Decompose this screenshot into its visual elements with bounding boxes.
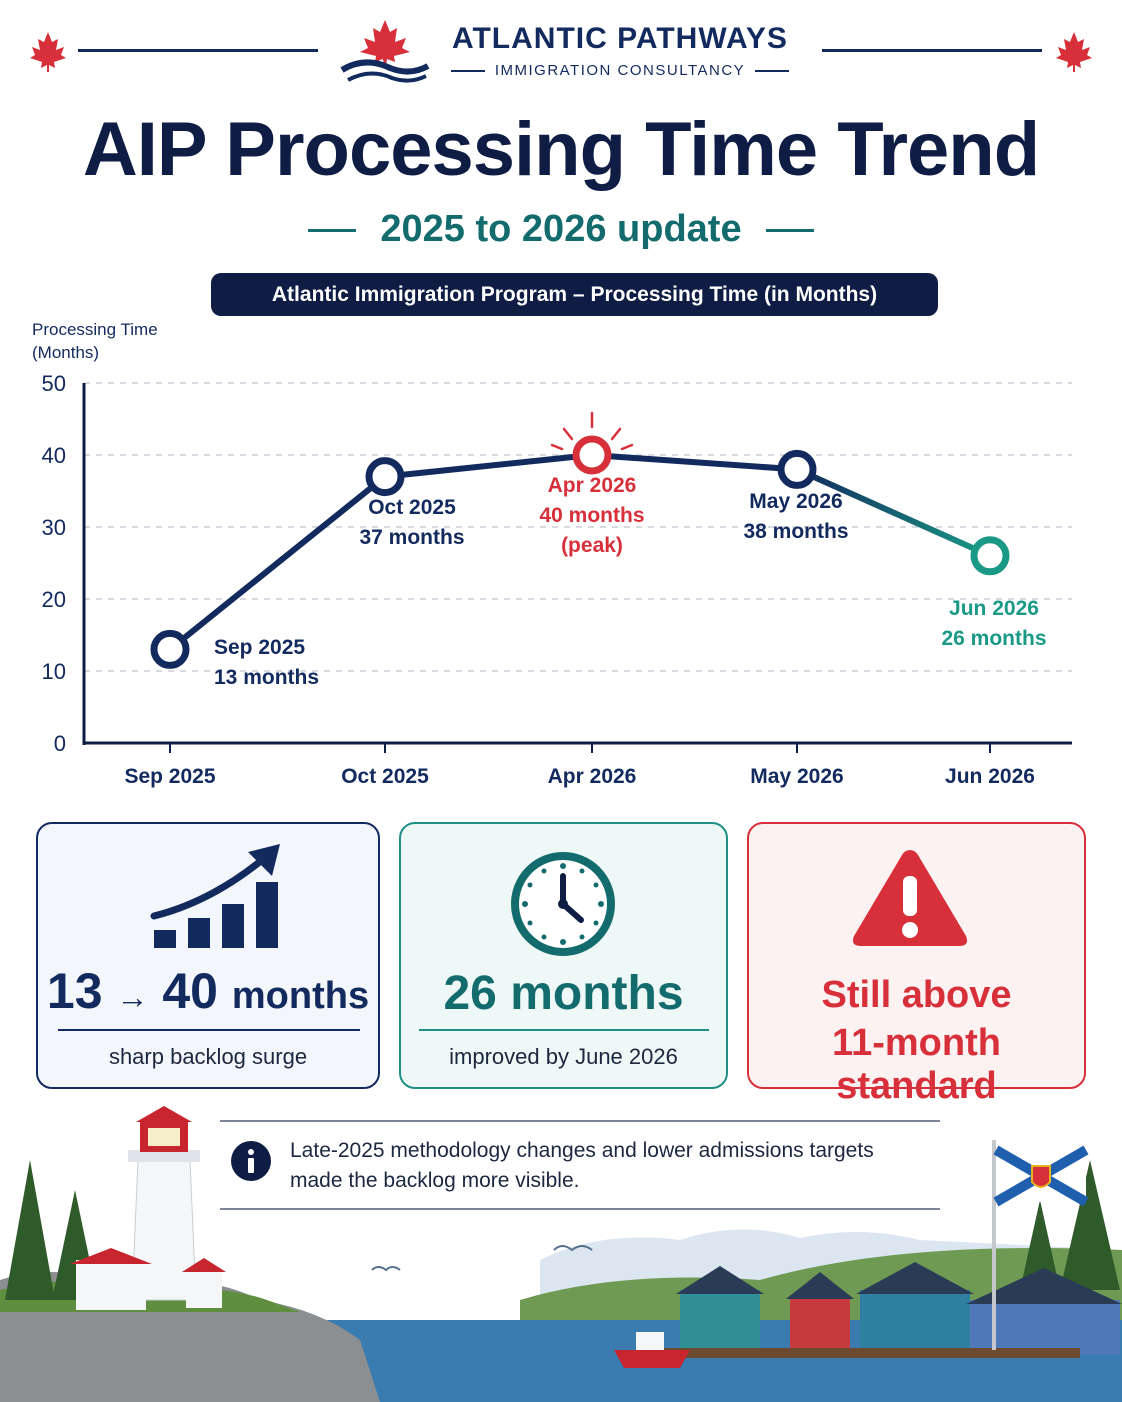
card-divider xyxy=(58,1029,360,1031)
y-tick-label: 0 xyxy=(54,731,66,756)
y-tick-label: 50 xyxy=(42,371,66,396)
peak-burst xyxy=(550,443,564,451)
info-note-line-2: made the backlog more visible. xyxy=(290,1169,580,1192)
series-segment xyxy=(589,452,800,473)
series-segment xyxy=(794,466,993,559)
improvement-headline: 26 months xyxy=(443,967,684,1020)
y-tick-label: 10 xyxy=(42,659,66,684)
data-label: 13 months xyxy=(214,666,319,689)
info-note-line-1: Late-2025 methodology changes and lower … xyxy=(290,1139,874,1162)
warning-headline-1: Still above xyxy=(821,974,1012,1016)
y-tick-label: 30 xyxy=(42,515,66,540)
surge-caption: sharp backlog surge xyxy=(108,1044,308,1069)
data-label: Jun 2026 xyxy=(949,597,1039,620)
info-divider xyxy=(220,1120,940,1122)
peak-burst xyxy=(620,443,634,451)
data-label: May 2026 xyxy=(749,490,842,513)
arrow-icon: → xyxy=(116,979,149,1015)
improvement-caption: improved by June 2026 xyxy=(449,1044,678,1069)
wharf xyxy=(660,1348,1080,1358)
series-segment xyxy=(382,452,595,480)
lighthouse-icon xyxy=(70,1106,226,1310)
info-note: Late-2025 methodology changes and lower … xyxy=(290,1136,950,1196)
brand-subtitle: IMMIGRATION CONSULTANCY xyxy=(430,62,810,79)
surge-end: 40 xyxy=(162,963,218,1019)
data-point xyxy=(572,435,612,475)
brand-name: ATLANTIC PATHWAYS xyxy=(452,22,788,55)
line-chart: 0 10 20 30 40 50 Sep 2025 Oct 2025 Apr 2026 May 2… xyxy=(42,371,1072,788)
data-label: 40 months xyxy=(539,504,644,527)
clock-icon xyxy=(511,852,615,956)
data-label: 26 months xyxy=(941,627,1046,650)
pine-trees xyxy=(5,1160,1120,1300)
backlog-surge-card: 13 → 40 months sharp backlog surge xyxy=(36,822,380,1089)
nova-scotia-flag-icon xyxy=(992,1140,1089,1350)
surge-headline: 13 → 40 months xyxy=(38,962,378,1020)
rising-bar-chart-icon xyxy=(150,844,280,948)
data-label: Apr 2026 xyxy=(548,474,637,497)
data-point xyxy=(777,449,817,489)
maple-leaf-icon xyxy=(1056,32,1092,72)
standard-warning-card: Still above 11-month standard xyxy=(747,822,1086,1107)
y-tick-label: 40 xyxy=(42,443,66,468)
card-divider xyxy=(419,1029,709,1031)
header-divider xyxy=(822,49,1042,52)
improvement-card: 26 months improved by June 2026 xyxy=(399,822,728,1089)
info-icon xyxy=(231,1141,271,1181)
x-tick-label: May 2026 xyxy=(750,765,843,788)
x-tick-label: Jun 2026 xyxy=(945,765,1035,788)
surge-start: 13 xyxy=(46,963,103,1019)
brand-logo-icon xyxy=(340,20,430,83)
chart-title: Atlantic Immigration Program – Processin… xyxy=(211,273,938,316)
y-tick-label: 20 xyxy=(42,587,66,612)
page-subtitle-text: 2025 to 2026 update xyxy=(380,208,742,250)
fishing-boat-icon xyxy=(614,1332,690,1368)
x-tick-label: Oct 2025 xyxy=(341,765,429,788)
peak-burst xyxy=(562,427,574,441)
warning-icon xyxy=(852,850,968,946)
peak-burst xyxy=(610,427,622,441)
data-label: Sep 2025 xyxy=(214,636,305,659)
y-axis-label: Processing Time (Months) xyxy=(32,318,158,364)
y-axis-label-line-1: Processing Time xyxy=(32,320,158,339)
series-segment xyxy=(167,473,388,653)
data-point xyxy=(365,457,405,497)
maple-leaf-icon xyxy=(30,32,66,72)
warning-headline-2: 11-month standard xyxy=(832,1022,1001,1107)
data-point xyxy=(970,536,1010,576)
data-label: 38 months xyxy=(743,520,848,543)
x-tick-label: Apr 2026 xyxy=(548,765,637,788)
header-divider xyxy=(78,49,318,52)
data-label: 37 months xyxy=(359,526,464,549)
coastal-scene-illustration xyxy=(0,1106,1122,1402)
page-title: AIP Processing Time Trend xyxy=(82,107,1040,192)
info-divider xyxy=(220,1208,940,1210)
data-label: Oct 2025 xyxy=(368,496,456,519)
page-subtitle: 2025 to 2026 update xyxy=(0,208,1122,251)
data-point xyxy=(150,629,190,669)
seagull-icons xyxy=(371,1245,593,1272)
surge-unit: months xyxy=(231,975,370,1017)
data-label: (peak) xyxy=(561,534,623,557)
y-axis-label-line-2: (Months) xyxy=(32,343,100,362)
x-tick-label: Sep 2025 xyxy=(124,765,215,788)
brand-subtitle-text: IMMIGRATION CONSULTANCY xyxy=(494,62,746,79)
